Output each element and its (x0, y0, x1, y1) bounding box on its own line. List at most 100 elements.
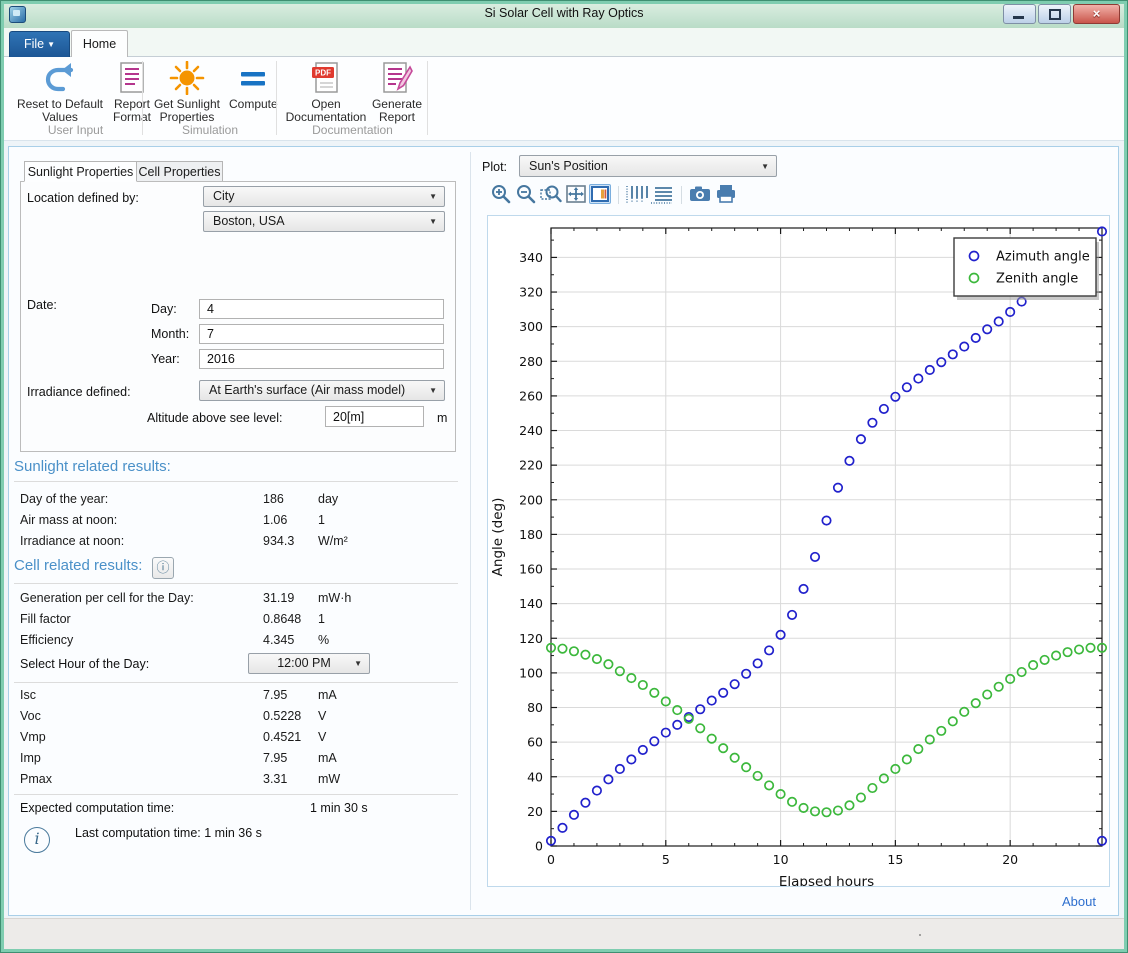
city-value: Boston, USA (213, 214, 285, 228)
day-input[interactable] (199, 299, 444, 319)
result-value: 31.19 (263, 591, 294, 605)
get-sunlight-properties-button[interactable]: Get Sunlight Properties (147, 59, 227, 125)
generate-report-button[interactable]: Generate Report (369, 59, 425, 125)
result-value: 7.95 (263, 751, 287, 765)
day-label: Day: (151, 302, 177, 316)
result-value: 7.95 (263, 688, 287, 702)
result-row: Vmp 0.4521 V (20, 730, 458, 751)
result-value: 934.3 (263, 534, 294, 548)
expected-time-value: 1 min 30 s (310, 801, 368, 815)
month-input[interactable] (199, 324, 444, 344)
svg-text:260: 260 (519, 388, 543, 403)
status-bar (0, 918, 1128, 950)
altitude-input[interactable] (325, 406, 424, 427)
svg-text:15: 15 (887, 852, 903, 867)
svg-text:340: 340 (519, 250, 543, 265)
result-unit: V (318, 709, 326, 723)
x-grid-button[interactable] (626, 184, 648, 204)
irradiance-value: At Earth's surface (Air mass model) (209, 383, 405, 397)
zoom-extents-icon (565, 184, 587, 204)
svg-text:Azimuth angle: Azimuth angle (996, 250, 1090, 265)
svg-text:200: 200 (519, 492, 543, 507)
result-unit: mW (318, 772, 340, 786)
print-button[interactable] (715, 184, 737, 204)
compute-button[interactable]: Compute (229, 59, 277, 125)
ribbon-group-documentation: PDF Open Documentation Generate Report D… (277, 57, 428, 139)
zoom-extents-button[interactable] (565, 184, 587, 204)
generate-report-icon (380, 61, 414, 95)
divider (14, 481, 458, 482)
info-icon: i (24, 827, 50, 853)
window-title: Si Solar Cell with Ray Optics (0, 6, 1128, 20)
result-label: Generation per cell for the Day: (20, 591, 194, 605)
hour-combobox[interactable]: 12:00 PM ▼ (248, 653, 370, 674)
result-unit: V (318, 730, 326, 744)
result-label: Vmp (20, 730, 46, 744)
date-label: Date: (27, 298, 57, 312)
close-button[interactable]: × (1073, 4, 1120, 24)
zoom-in-button[interactable] (490, 184, 512, 204)
result-value: 0.8648 (263, 612, 301, 626)
pdf-icon: PDF (310, 61, 342, 95)
expected-time-label: Expected computation time: (20, 801, 174, 815)
svg-text:300: 300 (519, 319, 543, 334)
zoom-out-button[interactable] (515, 184, 537, 204)
svg-text:10: 10 (773, 852, 789, 867)
svg-text:140: 140 (519, 596, 543, 611)
chevron-down-icon: ▼ (354, 654, 362, 673)
altitude-unit: m (437, 411, 447, 425)
plot-area[interactable]: 0510152002040608010012014016018020022024… (487, 215, 1110, 887)
svg-text:0: 0 (547, 852, 555, 867)
last-computation-label: Last computation time: 1 min 36 s (75, 826, 262, 840)
open-documentation-button[interactable]: PDF Open Documentation (283, 59, 369, 125)
chevron-down-icon: ▼ (429, 212, 437, 231)
minimize-button[interactable] (1003, 4, 1036, 24)
result-label: Day of the year: (20, 492, 108, 506)
panel-divider (470, 152, 471, 910)
year-input[interactable] (199, 349, 444, 369)
result-unit: 1 (318, 612, 325, 626)
result-unit: day (318, 492, 338, 506)
month-label: Month: (151, 327, 189, 341)
zoom-box-button[interactable] (540, 184, 562, 204)
file-menu-button[interactable]: File▼ (9, 31, 70, 58)
tab-home[interactable]: Home (71, 30, 128, 58)
svg-text:240: 240 (519, 423, 543, 438)
result-label: Imp (20, 751, 41, 765)
svg-text:Zenith angle: Zenith angle (996, 272, 1078, 287)
menu-tab-row: File▼ Home (0, 28, 1128, 57)
equals-icon (238, 61, 268, 95)
printer-icon (715, 184, 737, 204)
tab-sunlight-properties[interactable]: Sunlight Properties (24, 161, 137, 182)
svg-text:80: 80 (527, 700, 543, 715)
city-combobox[interactable]: Boston, USA ▼ (203, 211, 445, 232)
compute-label: Compute (229, 97, 278, 111)
sun-icon (169, 61, 205, 95)
svg-text:100: 100 (519, 665, 543, 680)
svg-text:Elapsed hours: Elapsed hours (779, 874, 874, 886)
select-hour-label: Select Hour of the Day: (20, 657, 149, 671)
result-label: Isc (20, 688, 36, 702)
reset-to-default-label: Reset to Default Values (17, 97, 103, 124)
divider (14, 682, 458, 683)
tab-cell-properties[interactable]: Cell Properties (136, 161, 223, 182)
svg-text:PDF: PDF (315, 69, 331, 78)
cell-results-info-button[interactable]: ⓘ (152, 557, 174, 579)
svg-text:320: 320 (519, 285, 543, 300)
reset-to-default-button[interactable]: Reset to Default Values (16, 59, 104, 125)
about-link[interactable]: About (1010, 894, 1096, 909)
maximize-button[interactable] (1038, 4, 1071, 24)
plot-window-button[interactable] (589, 184, 611, 204)
plot-combobox[interactable]: Sun's Position ▼ (519, 155, 777, 177)
svg-text:0: 0 (535, 839, 543, 854)
svg-text:5: 5 (662, 852, 670, 867)
altitude-label: Altitude above see level: (147, 411, 283, 425)
y-grid-button[interactable] (651, 184, 673, 204)
irradiance-combobox[interactable]: At Earth's surface (Air mass model) ▼ (199, 380, 445, 401)
vertical-grid-icon (626, 184, 648, 204)
chevron-down-icon: ▼ (429, 187, 437, 206)
svg-text:20: 20 (1002, 852, 1018, 867)
location-type-combobox[interactable]: City ▼ (203, 186, 445, 207)
cell-results-heading: Cell related results: (14, 557, 142, 574)
snapshot-button[interactable] (689, 184, 711, 204)
